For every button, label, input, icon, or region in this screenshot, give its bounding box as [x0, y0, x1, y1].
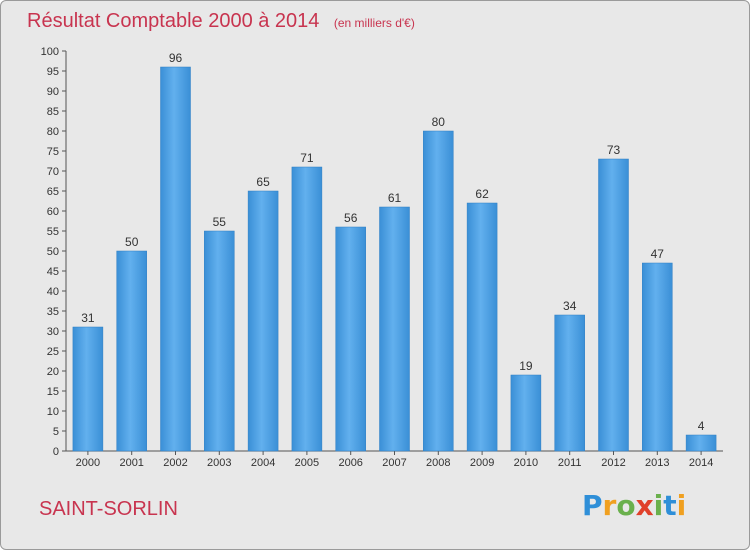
bar-2010 — [510, 374, 542, 452]
value-label-2010: 19 — [519, 359, 533, 373]
bar-2006 — [335, 226, 366, 452]
bar-2013 — [642, 262, 673, 452]
x-tick-label-2012: 2012 — [601, 457, 625, 469]
bar-2011 — [554, 314, 585, 452]
x-tick-label-2010: 2010 — [514, 457, 538, 469]
value-label-2012: 73 — [607, 143, 621, 157]
proxiti-logo: Proxiti — [582, 489, 686, 522]
bar-2000 — [72, 326, 104, 452]
y-tick-label: 85 — [47, 106, 59, 118]
value-label-2014: 4 — [698, 419, 705, 433]
bar-2008 — [423, 130, 454, 452]
y-tick-label: 5 — [53, 426, 59, 438]
x-tick-label-2005: 2005 — [295, 457, 319, 469]
x-tick-label-2000: 2000 — [76, 457, 100, 469]
bar-2005 — [291, 166, 323, 452]
x-tick-label-2011: 2011 — [558, 457, 582, 469]
y-tick-label: 70 — [47, 166, 59, 178]
x-tick-label-2013: 2013 — [645, 457, 669, 469]
value-label-2005: 71 — [300, 151, 314, 165]
logo-letter: t — [663, 489, 676, 522]
value-label-2013: 47 — [651, 247, 665, 261]
y-tick-label: 30 — [47, 326, 59, 338]
logo-letter: i — [677, 489, 687, 522]
value-label-2000: 31 — [81, 311, 95, 325]
y-tick-label: 55 — [47, 226, 59, 238]
value-label-2001: 50 — [125, 235, 139, 249]
y-tick-label: 25 — [47, 346, 59, 358]
x-tick-label-2008: 2008 — [426, 457, 450, 469]
value-label-2002: 96 — [169, 51, 183, 65]
y-tick-label: 40 — [47, 286, 59, 298]
y-tick-label: 90 — [47, 86, 59, 98]
x-tick-label-2002: 2002 — [163, 457, 187, 469]
x-tick-label-2004: 2004 — [251, 457, 275, 469]
logo-letter: P — [582, 489, 603, 522]
y-tick-label: 100 — [41, 46, 59, 58]
commune-name: SAINT-SORLIN — [39, 498, 178, 520]
value-label-2009: 62 — [475, 187, 489, 201]
x-tick-label-2006: 2006 — [338, 457, 362, 469]
y-tick-label: 35 — [47, 306, 59, 318]
x-tick-label-2014: 2014 — [689, 457, 713, 469]
bar-layer: 31 50 96 55 65 71 56 61 80 62 19 34 73 47 4 — [72, 51, 717, 452]
bar-2009 — [466, 202, 498, 452]
y-tick-label: 95 — [47, 66, 59, 78]
y-tick-label: 80 — [47, 126, 59, 138]
value-label-2006: 56 — [344, 211, 358, 225]
x-tick-label-2009: 2009 — [470, 457, 494, 469]
y-tick-label: 45 — [47, 266, 59, 278]
y-tick-label: 10 — [47, 406, 59, 418]
value-label-2007: 61 — [388, 191, 402, 205]
logo-letter: o — [616, 489, 635, 522]
bar-2002 — [160, 66, 191, 452]
y-tick-label: 15 — [47, 386, 59, 398]
bar-2014 — [685, 434, 717, 452]
x-tick-label-2001: 2001 — [119, 457, 143, 469]
bar-2004 — [247, 190, 279, 452]
bar-2003 — [204, 230, 235, 452]
axis-layer: 0 5 10 15 20 25 30 35 40 45 50 55 60 65 70 75 80 85 90 95 10… — [41, 46, 723, 469]
y-tick-label: 65 — [47, 186, 59, 198]
bar-2007 — [379, 206, 410, 452]
y-tick-label: 50 — [47, 246, 59, 258]
y-tick-label: 20 — [47, 366, 59, 378]
bar-2012 — [598, 158, 629, 452]
value-label-2011: 34 — [563, 299, 577, 313]
logo-letter: x — [636, 489, 654, 522]
x-tick-label-2003: 2003 — [207, 457, 231, 469]
bar-2001 — [116, 250, 147, 452]
logo-letter: r — [603, 489, 617, 522]
y-tick-label: 75 — [47, 146, 59, 158]
value-label-2003: 55 — [213, 215, 227, 229]
y-tick-label: 0 — [53, 446, 59, 458]
y-tick-label: 60 — [47, 206, 59, 218]
value-label-2004: 65 — [256, 175, 270, 189]
chart-title: Résultat Comptable 2000 à 2014 (en milli… — [27, 10, 415, 32]
value-label-2008: 80 — [432, 115, 446, 129]
x-tick-label-2007: 2007 — [382, 457, 406, 469]
logo-letter: i — [654, 489, 664, 522]
